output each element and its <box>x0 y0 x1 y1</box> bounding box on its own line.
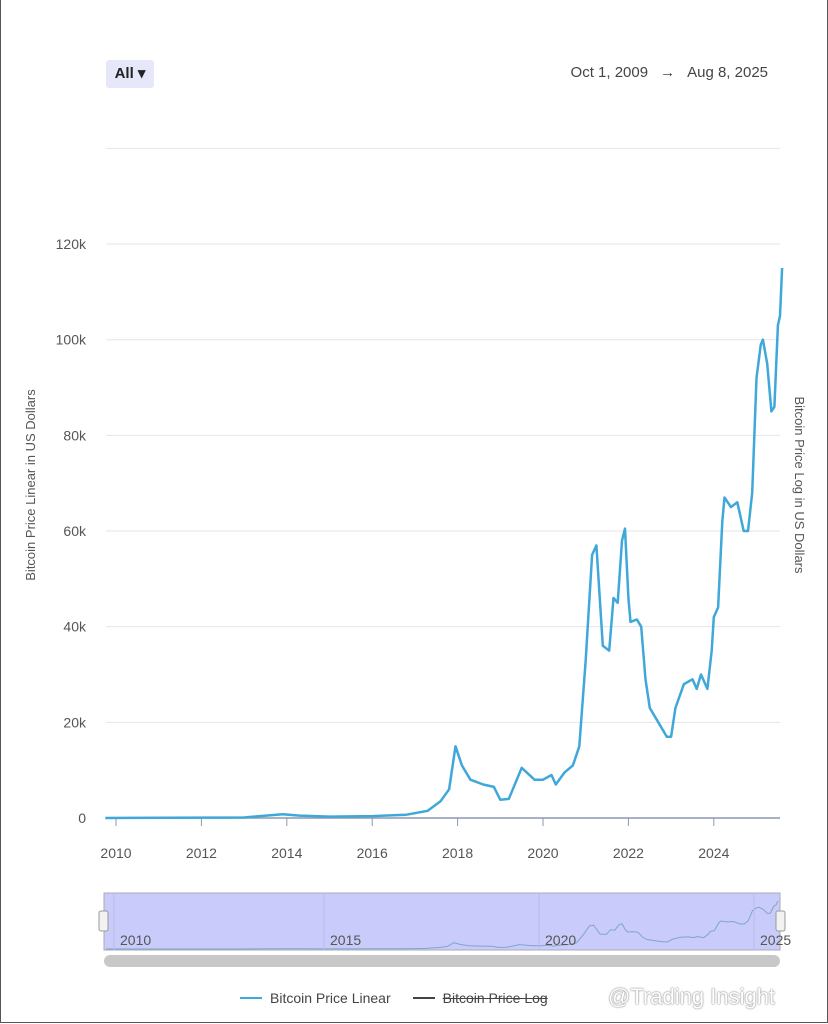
navigator[interactable]: 2010 2015 2020 2025 <box>98 892 791 967</box>
y-tick-label: 80k <box>63 427 87 443</box>
legend-label-log: Bitcoin Price Log <box>442 990 548 1006</box>
x-tick-label: 2014 <box>271 845 302 861</box>
range-selector-dropdown[interactable]: All ▾ <box>106 60 154 88</box>
x-tick-label: 2012 <box>186 845 217 861</box>
series-line-bitcoin-price-linear <box>105 267 784 820</box>
x-tick-label: 2020 <box>527 845 558 861</box>
date-from[interactable]: Oct 1, 2009 <box>570 64 649 81</box>
navigator-handle-right[interactable] <box>775 910 786 932</box>
navigator-tick-label: 2025 <box>760 932 791 948</box>
navigator-tick-label: 2010 <box>120 932 151 948</box>
y-tick-label: 0 <box>78 810 86 826</box>
navigator-tick-label: 2015 <box>330 932 361 948</box>
legend-item-linear[interactable]: Bitcoin Price Linear <box>240 990 391 1006</box>
date-range-display: Oct 1, 2009 → Aug 8, 2025 <box>565 64 774 81</box>
x-tick-label: 2018 <box>442 845 473 861</box>
navigator-handle-left[interactable] <box>98 910 109 932</box>
navigator-series-line <box>106 900 779 950</box>
y-axis-title: Bitcoin Price Linear in US Dollars <box>23 389 38 581</box>
y-axis-title-right: Bitcoin Price Log in US Dollars <box>792 396 807 574</box>
x-tick-label: 2024 <box>698 845 729 861</box>
legend: Bitcoin Price Linear Bitcoin Price Log <box>240 990 548 1006</box>
navigator-selection <box>103 892 781 951</box>
y-tick-label: 40k <box>63 619 87 635</box>
navigator-tick-label: 2020 <box>545 932 576 948</box>
y-tick-label: 20k <box>63 714 87 730</box>
y-tick-label: 100k <box>56 332 87 348</box>
x-tick-label: 2016 <box>357 845 388 861</box>
x-tick-label: 2022 <box>613 845 644 861</box>
navigator-scrollbar[interactable] <box>104 955 780 967</box>
y-tick-label: 120k <box>56 236 87 252</box>
arrow-icon: → <box>660 64 676 81</box>
x-tick-label: 2010 <box>100 845 131 861</box>
y-tick-label: 60k <box>63 523 87 539</box>
legend-swatch-linear <box>240 997 262 999</box>
legend-label-linear: Bitcoin Price Linear <box>270 990 391 1006</box>
legend-swatch-log <box>412 997 435 999</box>
legend-item-log[interactable]: Bitcoin Price Log <box>412 990 548 1006</box>
watermark: @Trading Insight <box>608 984 776 1009</box>
date-to[interactable]: Aug 8, 2025 <box>687 64 768 81</box>
